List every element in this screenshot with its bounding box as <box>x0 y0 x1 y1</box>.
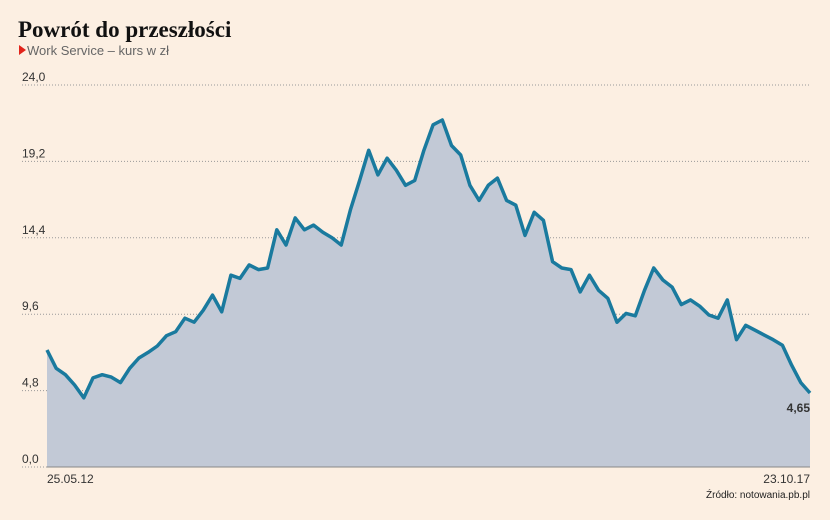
y-tick-label: 19,2 <box>22 146 46 160</box>
line <box>45 118 812 400</box>
y-tick-label: 0,0 <box>22 452 39 466</box>
value-label: 4,65 <box>787 401 811 415</box>
x-tick-label: 23.10.17 <box>763 472 810 486</box>
subtitle-marker <box>19 45 26 55</box>
y-tick-label: 14,4 <box>22 223 46 237</box>
y-tick-label: 24,0 <box>22 70 46 84</box>
y-tick-label: 9,6 <box>22 299 39 313</box>
chart-subtitle: Work Service – kurs w zł <box>27 43 169 58</box>
source: Źródło: notowania.pb.pl <box>706 488 810 501</box>
y-tick-label: 4,8 <box>22 376 39 390</box>
chart-title: Powrót do przeszłości <box>18 17 232 42</box>
x-tick-label: 25.05.12 <box>47 472 94 486</box>
area <box>47 120 810 467</box>
